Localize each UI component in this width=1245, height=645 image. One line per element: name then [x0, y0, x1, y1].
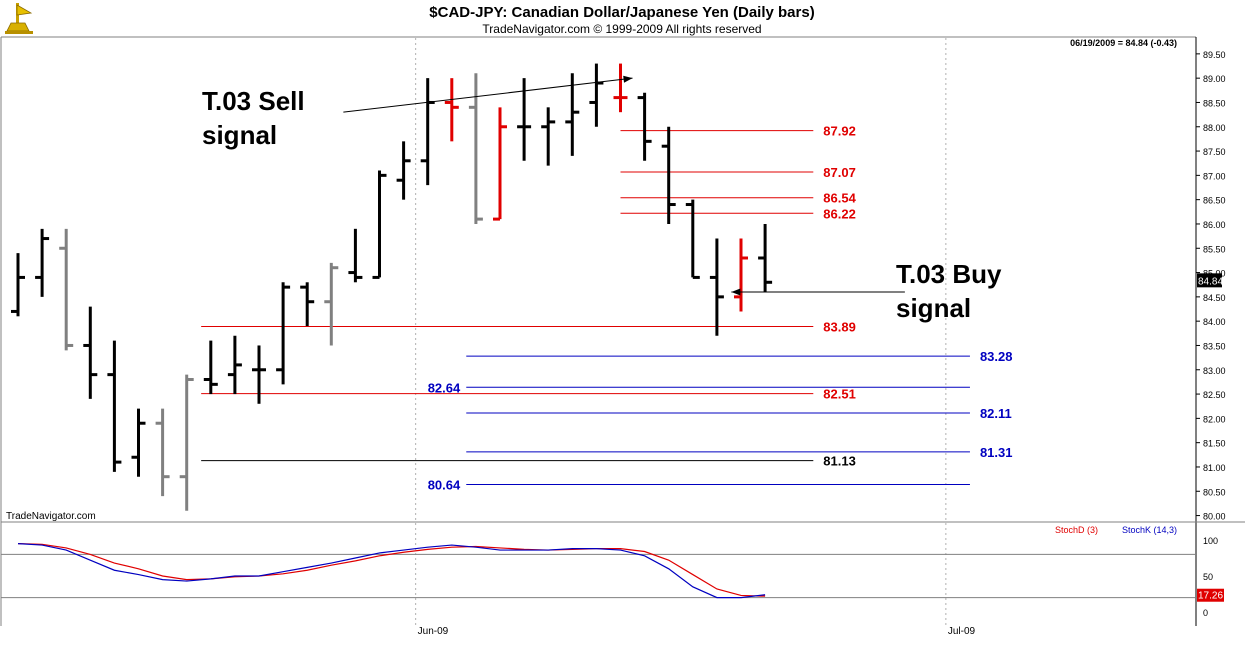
- stoch-tick-label: 0: [1203, 608, 1208, 618]
- price-tick-label: 84.50: [1203, 293, 1226, 303]
- chart-title: $CAD-JPY: Canadian Dollar/Japanese Yen (…: [429, 4, 814, 21]
- price-bar: [35, 228, 50, 297]
- grid-layer: [415, 38, 947, 626]
- price-readout: 06/19/2009 = 84.84 (-0.43): [1070, 38, 1177, 48]
- level-label: 83.89: [823, 320, 856, 335]
- signal-arrow-head: [731, 288, 741, 296]
- stoch-last-label: 17.26: [1198, 591, 1223, 602]
- signal-annotation-text: T.03 Buy: [896, 259, 1002, 289]
- price-bar: [444, 78, 459, 142]
- watermark: TradeNavigator.com: [6, 511, 96, 522]
- price-bar: [203, 340, 218, 395]
- price-bar: [324, 262, 339, 346]
- level-label: 81.13: [823, 454, 856, 469]
- price-tick-label: 87.00: [1203, 171, 1226, 181]
- trade-navigator-logo-icon: [5, 3, 33, 34]
- annotations-layer: T.03 Sell signal T.03 Buy signal: [202, 75, 1002, 323]
- price-tick-label: 80.00: [1203, 512, 1226, 522]
- price-bar: [517, 78, 532, 161]
- price-axis: 89.50 89.00 88.50 88.00 87.50 87.00 86.50 86.00…: [1196, 50, 1226, 522]
- price-tick-label: 82.00: [1203, 414, 1226, 424]
- level-label: 87.92: [823, 124, 856, 139]
- price-tick-label: 87.50: [1203, 147, 1226, 157]
- level-label: 87.07: [823, 165, 856, 180]
- price-bar: [11, 253, 25, 317]
- level-label: 82.11: [980, 406, 1012, 421]
- price-tick-label: 83.50: [1203, 341, 1226, 351]
- stoch-d-legend: StochD (3): [1055, 525, 1098, 535]
- price-tick-label: 81.50: [1203, 439, 1226, 449]
- price-bars: [11, 63, 773, 511]
- level-label: 81.31: [980, 445, 1013, 460]
- date-tick-label: Jun-09: [418, 626, 449, 637]
- price-bar: [734, 238, 748, 312]
- price-tick-label: 88.50: [1203, 98, 1226, 108]
- signal-annotation-text: signal: [896, 293, 971, 323]
- level-label: 82.51: [823, 387, 856, 402]
- price-bar: [348, 228, 363, 283]
- price-bar: [372, 170, 387, 279]
- price-bar: [637, 92, 652, 161]
- price-tick-label: 86.00: [1203, 220, 1226, 230]
- price-bar: [155, 408, 170, 497]
- price-bar: [396, 141, 411, 200]
- price-bar: [131, 408, 146, 477]
- price-tick-label: 88.00: [1203, 123, 1226, 133]
- price-bar: [276, 282, 291, 385]
- price-bar: [83, 306, 98, 399]
- price-bar: [252, 345, 266, 404]
- price-tick-label: 83.00: [1203, 366, 1226, 376]
- price-bar: [300, 282, 315, 327]
- signal-annotation-text: signal: [202, 120, 277, 150]
- price-tick-label: 82.50: [1203, 390, 1226, 400]
- date-tick-label: Jul-09: [948, 626, 976, 637]
- stoch-tick-label: 50: [1203, 572, 1213, 582]
- price-tick-label: 81.00: [1203, 463, 1226, 473]
- price-bar: [685, 199, 700, 279]
- last-price-label: 84.84: [1198, 276, 1223, 287]
- level-label: 83.28: [980, 349, 1013, 364]
- price-bar: [589, 63, 604, 127]
- price-bar: [468, 73, 483, 224]
- price-bar: [565, 73, 580, 156]
- level-label: 80.64: [428, 477, 461, 492]
- price-bar: [179, 374, 194, 511]
- price-bar: [493, 107, 507, 221]
- price-bar: [59, 228, 74, 351]
- last-price-marker: [1197, 273, 1222, 288]
- price-bar: [709, 238, 724, 336]
- price-tick-label: 80.50: [1203, 487, 1226, 497]
- price-bar: [541, 107, 556, 166]
- price-bar: [661, 126, 676, 224]
- stoch-k-line: [17, 543, 766, 599]
- stoch-tick-label: 100: [1203, 536, 1218, 546]
- signal-arrow-head: [623, 75, 633, 83]
- stochastic-panel: 100 50 0 17.26: [1, 536, 1224, 618]
- level-label: 86.54: [823, 191, 856, 206]
- date-axis: Jun-09 Jul-09: [418, 626, 976, 637]
- price-bar: [613, 63, 628, 113]
- price-tick-label: 86.50: [1203, 196, 1226, 206]
- chart-subtitle: TradeNavigator.com © 1999-2009 All right…: [482, 22, 761, 36]
- price-tick-label: 84.00: [1203, 317, 1226, 327]
- signal-arrow-line: [343, 77, 633, 113]
- price-tick-label: 85.50: [1203, 244, 1226, 254]
- signal-annotation-text: T.03 Sell: [202, 86, 305, 116]
- level-label: 82.64: [428, 380, 461, 395]
- price-bar: [107, 340, 122, 472]
- price-bar: [227, 335, 242, 395]
- price-bar: [758, 223, 773, 293]
- price-tick-label: 89.50: [1203, 50, 1226, 60]
- stoch-d-line: [17, 543, 766, 597]
- price-tick-label: 89.00: [1203, 74, 1226, 84]
- stoch-last-marker: [1197, 588, 1224, 602]
- level-label: 86.22: [823, 206, 856, 221]
- stoch-k-legend: StochK (14,3): [1122, 525, 1177, 535]
